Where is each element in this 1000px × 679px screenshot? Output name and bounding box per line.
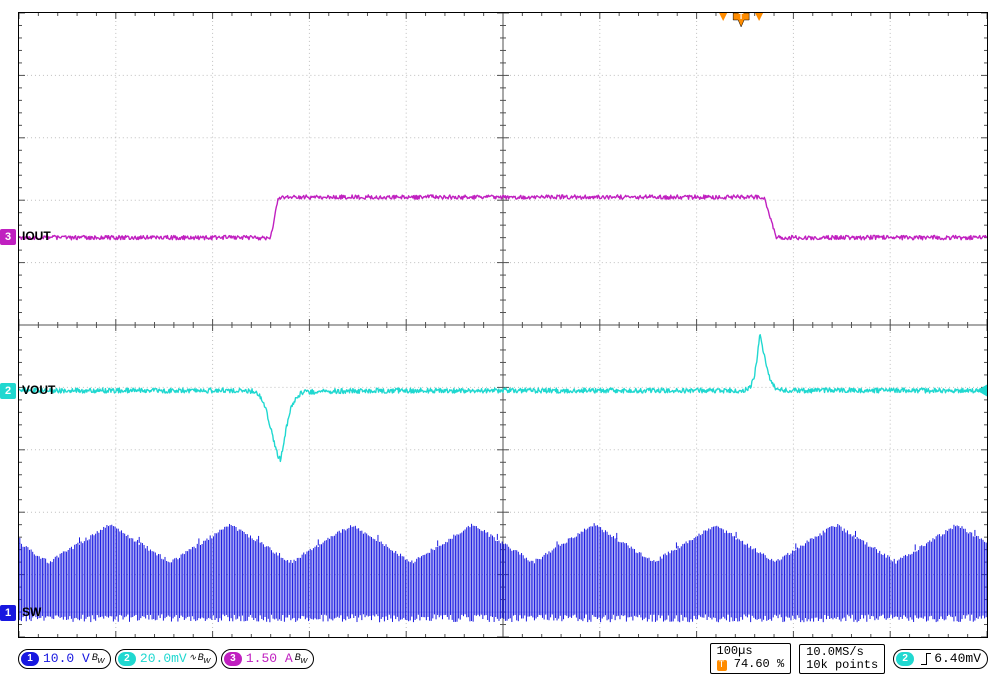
oscilloscope-plot: T [18, 12, 988, 638]
ch1-pill: 1 [21, 652, 39, 666]
ch1-bw-icon: BW [92, 652, 104, 665]
sample-rate: 10.0MS/s [806, 646, 878, 659]
info-bar: 1 10.0 V BW 2 20.0mV ∿ BW 3 1.50 A BW 10… [18, 642, 988, 675]
trigger-level: 6.40mV [934, 651, 981, 666]
channel-3-marker: 3 [0, 229, 16, 245]
ch3-bw-icon: BW [295, 652, 307, 665]
ch3-scale: 3 1.50 A BW [221, 649, 314, 669]
channel-2-label: VOUT [22, 383, 55, 397]
ch3-scale-value: 1.50 A [246, 651, 293, 666]
ch3-pill: 3 [224, 652, 242, 666]
trigger-source-pill: 2 [896, 652, 914, 666]
svg-text:T: T [739, 13, 744, 21]
ch2-ac-bw-icon: ∿ BW [189, 652, 210, 665]
ch1-scale: 1 10.0 V BW [18, 649, 111, 669]
timebase-trigger-percent: T 74.60 % [717, 658, 785, 672]
channel-1-label: SW [22, 605, 41, 619]
acquisition-box: 10.0MS/s 10k points [799, 644, 885, 674]
timebase-box: 100µs T 74.60 % [710, 643, 792, 674]
channel-3-label: IOUT [22, 229, 51, 243]
ch2-pill: 2 [118, 652, 136, 666]
rising-edge-icon [921, 653, 931, 665]
ch2-scale-value: 20.0mV [140, 651, 187, 666]
trigger-readout: 2 6.40mV [893, 649, 988, 669]
channel-1-marker: 1 [0, 605, 16, 621]
record-length: 10k points [806, 659, 878, 672]
ch1-scale-value: 10.0 V [43, 651, 90, 666]
channel-2-marker: 2 [0, 383, 16, 399]
ch2-scale: 2 20.0mV ∿ BW [115, 649, 217, 669]
